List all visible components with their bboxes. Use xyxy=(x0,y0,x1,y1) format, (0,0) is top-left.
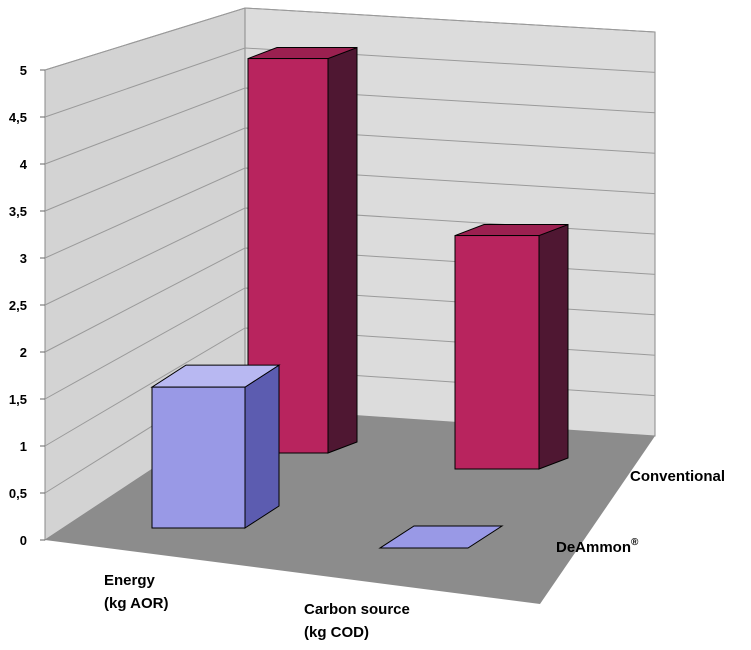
bar-side-face xyxy=(327,46,358,454)
category-unit-carbon-source: (kg COD) xyxy=(304,624,369,641)
category-unit-energy: (kg AOR) xyxy=(104,595,168,612)
bar-front-face xyxy=(454,235,540,470)
series-label-conventional: Conventional xyxy=(630,468,725,485)
y-tick-label: 1,5 xyxy=(9,392,27,407)
y-tick-label: 1 xyxy=(20,439,27,454)
y-tick-label: 2,5 xyxy=(9,298,27,313)
series-label-deammon: DeAmmon® xyxy=(556,537,639,556)
category-label-carbon-source: Carbon source xyxy=(304,601,410,618)
bar-front-face xyxy=(151,386,246,529)
bar-conventional-1 xyxy=(454,223,569,470)
y-axis: 0 0,5 1 1,5 2 2,5 3 3,5 4 4,5 5 xyxy=(9,63,45,548)
y-tick-label: 0,5 xyxy=(9,486,27,501)
bars xyxy=(150,46,569,549)
bar-flat-face xyxy=(378,525,504,549)
gridline xyxy=(44,87,656,165)
bar-deammon-1 xyxy=(378,525,504,549)
category-label-energy: Energy xyxy=(104,572,156,589)
y-tick-label: 4 xyxy=(20,157,28,172)
gridline xyxy=(44,47,656,118)
gridline xyxy=(44,7,656,71)
y-tick-label: 5 xyxy=(20,63,27,78)
y-tick-label: 3,5 xyxy=(9,204,27,219)
bar-side-face xyxy=(244,364,280,529)
y-tick-label: 0 xyxy=(20,533,27,548)
gridline xyxy=(44,167,656,259)
bar-side-face xyxy=(538,223,569,470)
bar-deammon-0 xyxy=(150,364,281,529)
gridline xyxy=(44,127,656,212)
y-tick-label: 4,5 xyxy=(9,110,27,125)
registered-mark: ® xyxy=(631,537,639,548)
y-tick-label: 3 xyxy=(20,251,27,266)
y-tick-label: 2 xyxy=(20,345,27,360)
bar-conventional-0 xyxy=(247,46,358,454)
series-label-deammon-text: DeAmmon xyxy=(556,539,631,556)
